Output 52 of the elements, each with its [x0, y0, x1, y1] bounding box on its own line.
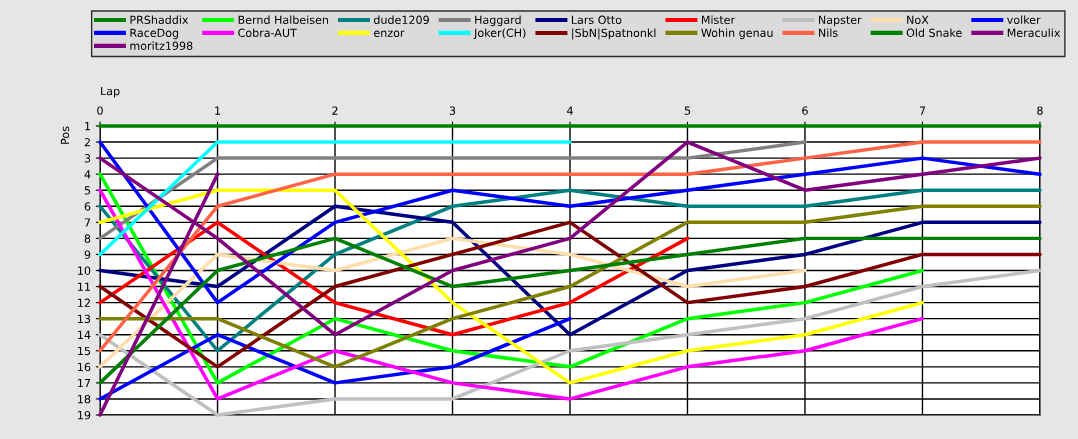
legend-label: Meraculix	[1007, 28, 1061, 37]
legend-label: volker	[1007, 15, 1041, 25]
x-tick-label: 8	[1037, 106, 1043, 115]
line-series	[98, 316, 572, 401]
y-tick-label: 10	[78, 266, 91, 275]
x-tick-label: 5	[684, 106, 691, 115]
y-tick-label: 9	[84, 250, 91, 259]
legend-label: Mister	[701, 15, 736, 25]
legend-label: Haggard	[475, 15, 521, 27]
legend-label: NoX	[907, 15, 929, 25]
y-tick-label: 7	[84, 218, 91, 227]
y-tick-label: 13	[78, 314, 91, 324]
y-tick-label: 5	[84, 186, 91, 195]
y-tick-label: 1	[85, 122, 90, 131]
legend-label: Joker(CH)	[473, 28, 526, 40]
y-tick-label: 8	[84, 234, 91, 243]
x-tick-label: 2	[332, 106, 338, 115]
x-tick-label: 4	[567, 106, 573, 115]
y-tick-label: 12	[78, 298, 90, 307]
y-axis-title: Pos	[60, 126, 70, 144]
line-series	[98, 140, 1042, 305]
x-tick-label: 6	[802, 106, 808, 115]
legend-label: moritz1998	[130, 41, 193, 50]
legend-label: Cobra-AUT	[238, 28, 297, 37]
legend-label: Bernd Halbeisen	[238, 15, 328, 25]
y-tick-label: 16	[78, 362, 91, 372]
x-tick-label: 0	[97, 106, 103, 115]
legend-label: |SbN|Spatnonkl	[572, 28, 656, 40]
y-tick-label: 15	[78, 346, 91, 356]
line-series	[98, 236, 1042, 385]
x-tick-label: 3	[449, 106, 456, 115]
legend-label: dude1209	[374, 15, 429, 25]
legend-label: Napster	[819, 15, 862, 27]
x-tick-label: 7	[919, 106, 926, 115]
legend-label: PRShaddix	[130, 15, 189, 25]
y-tick-label: 6	[84, 202, 91, 211]
y-tick-label: 19	[78, 410, 91, 420]
legend-label: Old Snake	[906, 28, 962, 37]
y-tick-label: 4	[84, 170, 91, 179]
y-tick-label: 2	[84, 138, 90, 147]
legend-label: Nils	[819, 28, 838, 37]
y-tick-label: 11	[78, 282, 90, 291]
x-tick-label: 1	[215, 106, 221, 115]
legend-label: Wohin genau	[701, 28, 773, 40]
y-tick-label: 3	[84, 154, 91, 163]
y-tick-label: 14	[78, 330, 91, 339]
y-tick-label: 18	[78, 394, 91, 404]
legend-label: Lars Otto	[571, 15, 622, 25]
x-axis-title: Lap	[101, 87, 120, 98]
legend-label: RaceDog	[130, 28, 179, 40]
y-tick-label: 17	[78, 379, 91, 388]
legend-label: enzor	[374, 30, 405, 37]
